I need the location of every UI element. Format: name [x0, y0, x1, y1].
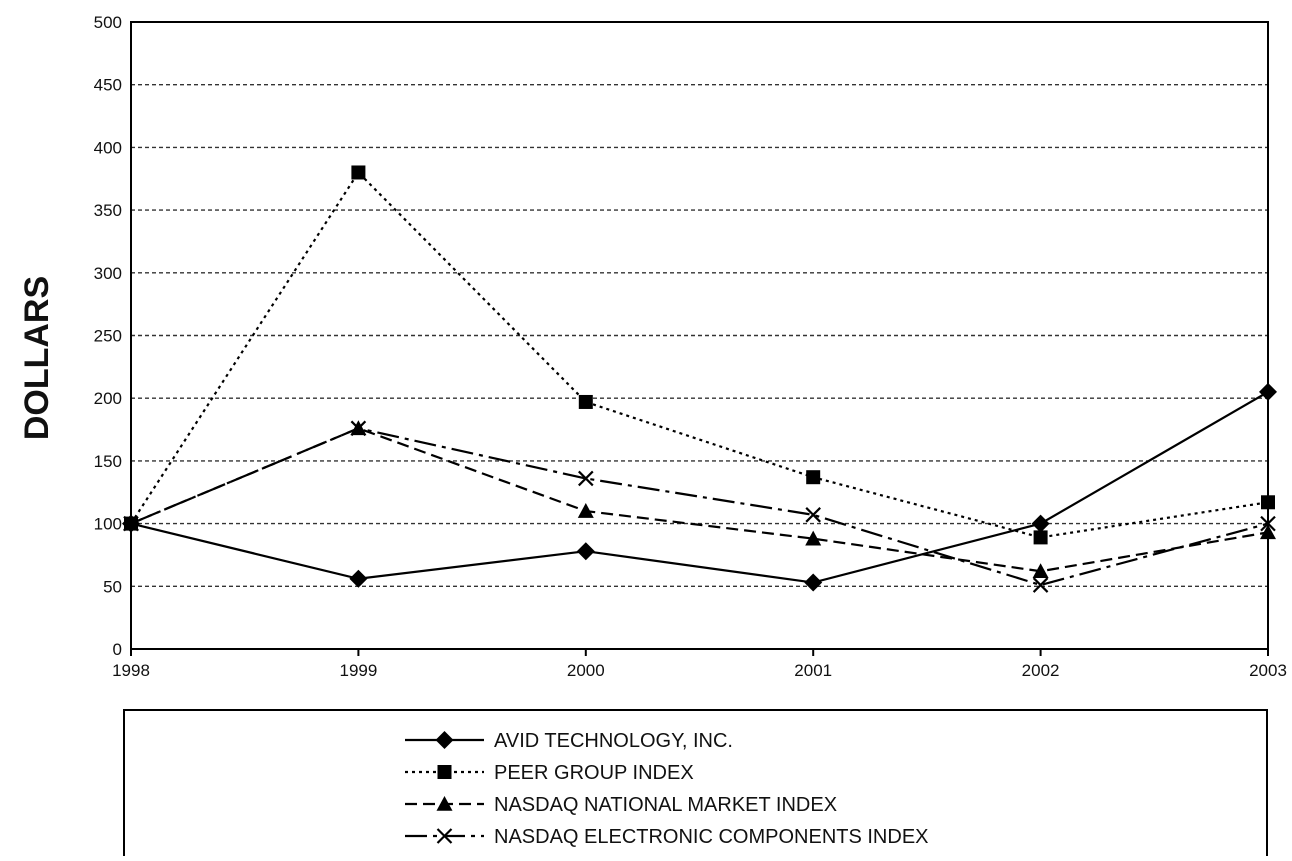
y-tick-label: 250	[94, 327, 122, 346]
legend-entry: PEER GROUP INDEX	[405, 762, 694, 784]
x-tick-label: 2003	[1249, 661, 1287, 680]
data-point-triangle	[577, 503, 594, 518]
data-point-diamond	[122, 514, 140, 533]
data-point-diamond	[804, 573, 823, 592]
grid	[131, 83, 1268, 587]
data-point-triangle	[350, 420, 367, 436]
series-triangle	[123, 420, 1276, 579]
data-point-diamond	[349, 569, 368, 588]
x-tick-label: 1998	[112, 661, 150, 680]
data-point-diamond	[1259, 382, 1277, 401]
y-axis-ticks: 0 50 100 150 200 250 300 350 400 450 500	[94, 13, 122, 659]
legend-entry: AVID TECHNOLOGY, INC.	[405, 730, 733, 752]
data-point-x	[805, 507, 821, 523]
data-point-triangle	[805, 530, 822, 546]
x-tick-label: 2000	[567, 661, 605, 680]
legend-label: PEER GROUP INDEX	[494, 762, 694, 784]
data-point-diamond	[1031, 514, 1050, 533]
data-point-square	[578, 394, 593, 409]
x-tick-label: 2001	[794, 661, 832, 680]
y-tick-label: 200	[94, 389, 122, 408]
x-tick-label: 2002	[1022, 661, 1060, 680]
data-point-square	[1261, 495, 1275, 510]
y-tick-label: 100	[94, 515, 122, 534]
y-tick-label: 150	[94, 452, 122, 471]
x-axis-ticks: 1998 1999 2000 2001 2002 2003	[112, 649, 1287, 680]
data-point-square	[1033, 530, 1048, 545]
y-tick-label: 400	[94, 138, 122, 157]
y-tick-label: 500	[94, 13, 122, 32]
data-point-diamond	[576, 542, 595, 561]
data-point-x	[578, 470, 594, 487]
data-point-triangle	[1260, 524, 1276, 540]
y-tick-label: 50	[103, 577, 122, 596]
legend-marker-diamond	[435, 731, 454, 749]
data-point-triangle	[1032, 563, 1049, 579]
series-line	[130, 390, 1269, 584]
legend-label: AVID TECHNOLOGY, INC.	[494, 730, 733, 752]
legend-label: NASDAQ NATIONAL MARKET INDEX	[494, 794, 837, 816]
data-point-x	[1032, 577, 1049, 593]
data-point-square	[806, 470, 821, 485]
legend-entry: NASDAQ ELECTRONIC COMPONENTS INDEX	[405, 826, 929, 848]
series-line	[130, 427, 1269, 573]
plot-frame	[130, 21, 1269, 650]
y-tick-label: 0	[113, 640, 122, 659]
x-tick-label: 1999	[339, 661, 377, 680]
series-diamond	[122, 382, 1277, 592]
legend-marker-square	[437, 765, 452, 779]
legend-label: NASDAQ ELECTRONIC COMPONENTS INDEX	[494, 826, 929, 848]
legend-marker-triangle	[436, 796, 453, 811]
y-axis-label: DOLLARS	[18, 276, 56, 440]
series-lines	[122, 165, 1277, 593]
data-point-x	[1260, 515, 1276, 532]
series-line	[130, 170, 1269, 539]
data-point-square	[351, 165, 366, 180]
legend: AVID TECHNOLOGY, INC. PEER GROUP INDEX NAS…	[123, 709, 1268, 861]
legend-entry: NASDAQ NATIONAL MARKET INDEX	[405, 794, 837, 816]
legend-marker-x	[436, 828, 453, 844]
y-tick-label: 300	[94, 264, 122, 283]
legend-box	[123, 709, 1268, 861]
y-tick-label: 350	[94, 201, 122, 220]
y-tick-label: 450	[94, 76, 122, 95]
